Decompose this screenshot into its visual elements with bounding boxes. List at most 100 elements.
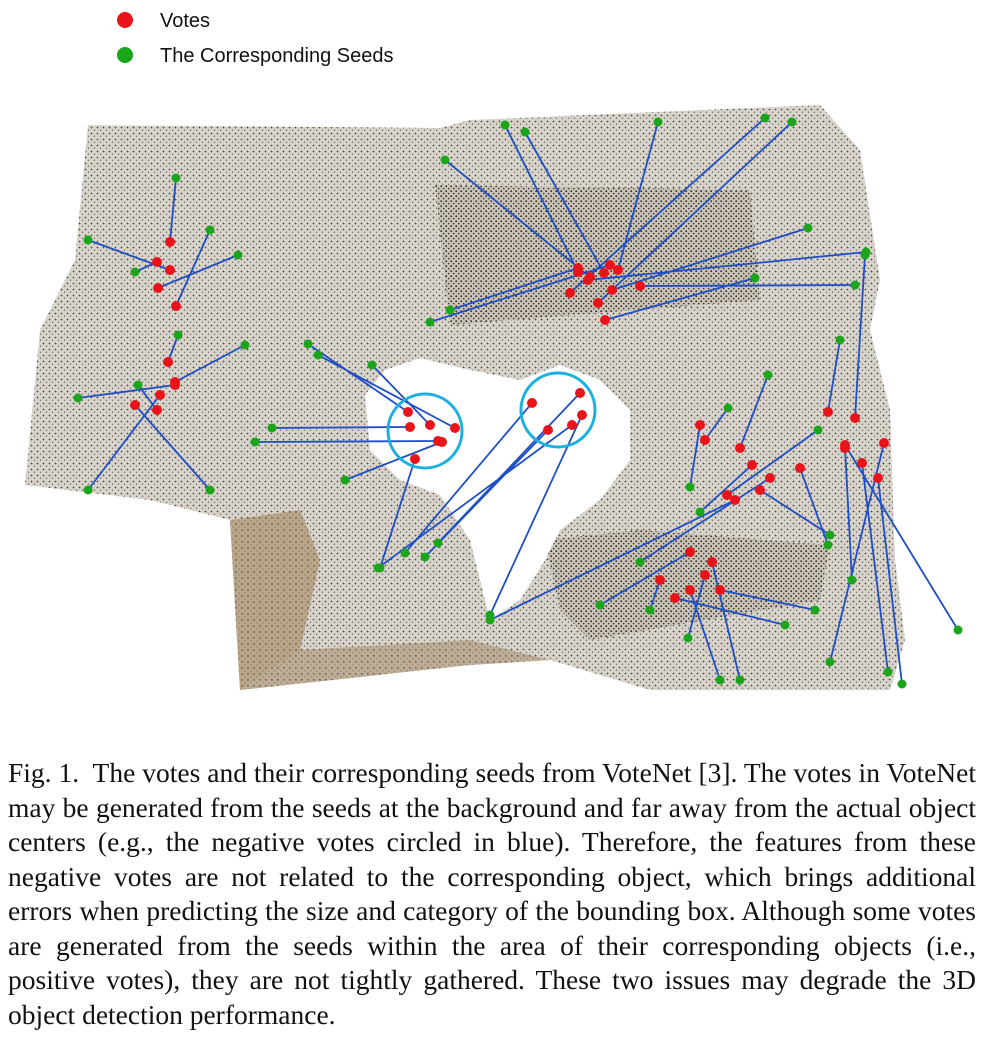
seed-point — [897, 679, 907, 689]
vote-point — [873, 473, 883, 483]
vote-point — [722, 490, 732, 500]
vote-seed-line — [437, 392, 581, 544]
seed-point — [695, 507, 705, 517]
vote-point — [543, 425, 553, 435]
point-cloud — [25, 105, 905, 690]
vote-point — [405, 422, 415, 432]
seed-point — [130, 267, 140, 277]
seed-point — [205, 225, 215, 235]
vote-seed-line — [689, 424, 701, 488]
vote-point — [410, 454, 420, 464]
seed-point — [850, 280, 860, 290]
vote-point — [583, 275, 593, 285]
vote-point — [165, 265, 175, 275]
vote-seed-line — [617, 121, 659, 271]
vote-point — [153, 283, 163, 293]
seed-point — [83, 235, 93, 245]
point-cloud-wall-bottom — [240, 640, 550, 690]
figure-label: Fig. 1. — [8, 757, 80, 788]
seed-point — [250, 437, 260, 447]
vote-seed-line — [489, 414, 583, 616]
point-cloud-scene: Votes The Corresponding Seeds — [25, 10, 963, 690]
seed-point — [763, 370, 773, 380]
seed-point — [420, 552, 430, 562]
caption-text: The votes and their corresponding seeds … — [8, 757, 977, 1030]
vote-legend-marker — [117, 12, 133, 28]
vote-point — [700, 570, 710, 580]
vote-seed-line — [649, 579, 661, 611]
vote-point — [170, 380, 180, 390]
vote-legend-label: Votes — [160, 10, 210, 32]
seed-point — [433, 538, 443, 548]
seed-point — [425, 317, 435, 327]
seed-legend-label: The Corresponding Seeds — [160, 45, 393, 67]
seed-point — [883, 667, 893, 677]
vote-point — [155, 390, 165, 400]
seed-points — [73, 113, 963, 689]
vote-seed-line — [371, 364, 431, 426]
vote-seed-line — [317, 354, 456, 429]
vote-point — [425, 420, 435, 430]
seed-point — [715, 675, 725, 685]
vote-point — [575, 388, 585, 398]
seed-point — [803, 223, 813, 233]
vote-seed-line — [719, 589, 816, 611]
vote-seed-line — [504, 124, 579, 273]
vote-point — [165, 237, 175, 247]
vote-seed-line — [611, 227, 809, 291]
vote-seed-line — [844, 444, 959, 631]
vote-seed-line — [174, 344, 246, 383]
seed-point — [810, 605, 820, 615]
vote-seed-line — [307, 343, 409, 413]
seed-point — [440, 155, 450, 165]
seed-point — [267, 423, 277, 433]
vote-point — [879, 438, 889, 448]
vote-point — [755, 485, 765, 495]
vote-seed-line — [175, 229, 211, 307]
seed-point — [233, 250, 243, 260]
vote-point — [850, 413, 860, 423]
vote-point — [171, 301, 181, 311]
vote-point — [700, 435, 710, 445]
vote-point — [605, 260, 615, 270]
vote-seed-line — [77, 384, 176, 399]
seed-point — [683, 633, 693, 643]
seed-point — [171, 173, 181, 183]
vote-point — [765, 473, 775, 483]
seed-point — [953, 625, 963, 635]
seed-legend-marker — [117, 47, 133, 63]
vote-point — [840, 440, 850, 450]
vote-point — [607, 285, 617, 295]
seed-point — [400, 548, 410, 558]
vote-point — [635, 281, 645, 291]
vote-seed-line — [704, 407, 729, 441]
seed-point — [303, 339, 313, 349]
vote-point — [730, 495, 740, 505]
seed-point — [835, 335, 845, 345]
vote-seed-line — [726, 429, 819, 496]
vote-point — [437, 437, 447, 447]
vote-seed-line — [759, 489, 831, 536]
vote-point — [450, 423, 460, 433]
negative-votes-circle-right — [519, 371, 597, 449]
seed-point — [173, 330, 183, 340]
seed-point — [83, 485, 93, 495]
vote-seed-line — [377, 424, 573, 569]
vote-seed-line — [157, 254, 239, 289]
vote-seed-line — [674, 597, 786, 626]
seed-point — [367, 360, 377, 370]
seed-point — [823, 540, 833, 550]
figure-caption: Fig. 1. The votes and their correspondin… — [8, 756, 976, 1032]
vote-seed-line — [449, 267, 579, 311]
vote-point — [130, 400, 140, 410]
vote-point — [567, 420, 577, 430]
vote-point — [695, 420, 705, 430]
vote-seed-line — [639, 284, 856, 287]
vote-point — [599, 268, 609, 278]
seed-point — [750, 273, 760, 283]
vote-point — [685, 547, 695, 557]
vote-point — [403, 407, 413, 417]
seed-point — [847, 575, 857, 585]
vote-point — [670, 593, 680, 603]
vote-seed-line — [861, 462, 889, 673]
